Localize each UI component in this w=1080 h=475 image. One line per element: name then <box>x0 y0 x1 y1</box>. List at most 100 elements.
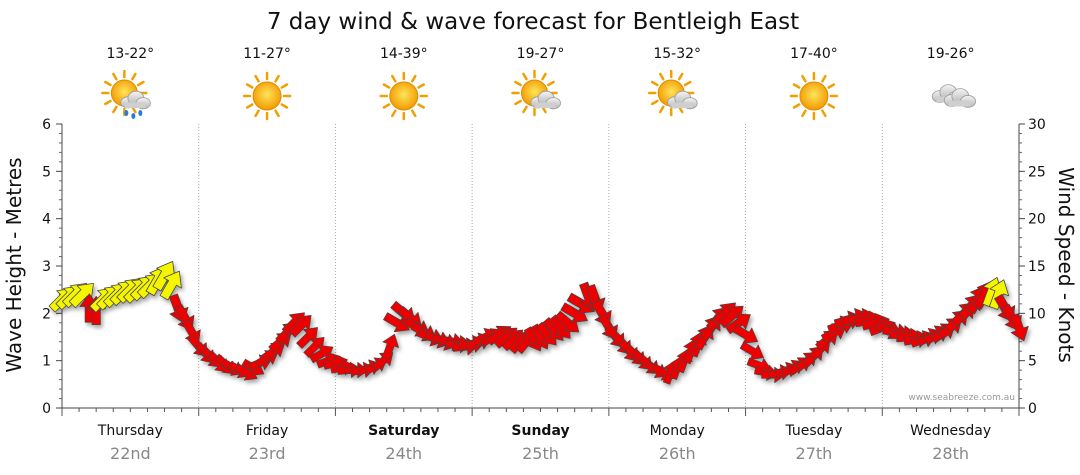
sun-ray <box>104 99 112 106</box>
sun-ray <box>827 83 836 89</box>
cloud-shape <box>667 90 698 110</box>
sun-ray <box>280 103 289 109</box>
sun-ray <box>792 103 801 109</box>
sun-ray <box>280 83 289 89</box>
sun-ray <box>514 99 522 106</box>
sun-icon <box>789 71 839 121</box>
right-axis: 0 5 10 15 20 25 30 <box>1018 117 1046 417</box>
sun-rays <box>379 71 429 121</box>
cloud-base <box>534 102 556 108</box>
day-name: Sunday <box>511 423 569 439</box>
cloud-base <box>124 102 146 108</box>
day-date: 27th <box>796 444 833 463</box>
day-date: 28th <box>932 444 969 463</box>
left-tick-label: 0 <box>42 401 51 417</box>
wind-arrow-shape <box>725 313 751 335</box>
day-name: Monday <box>650 423 705 439</box>
day-temperature: 15-32° <box>653 46 701 62</box>
day-name: Thursday <box>97 423 163 439</box>
sun-ray <box>391 109 397 118</box>
sun-ray <box>254 74 260 83</box>
sun-ray <box>131 72 137 81</box>
rain-drop <box>138 110 143 116</box>
sun-ray <box>821 74 827 83</box>
cloud-shape <box>530 90 561 110</box>
left-tick-label: 5 <box>42 164 51 180</box>
day-temperature: 14-39° <box>380 46 428 62</box>
sun-ray <box>547 80 555 87</box>
sun-ray <box>274 109 280 118</box>
wind-arrow-shape <box>159 270 182 301</box>
sun-ray <box>104 80 112 87</box>
sun-icon <box>242 71 292 121</box>
day-temperature: 19-27° <box>517 46 565 62</box>
sun-ray <box>417 83 425 89</box>
wind-arrow-shape <box>989 279 1010 310</box>
chart-title: 7 day wind & wave forecast for Bentleigh… <box>267 9 799 35</box>
sun-ray <box>382 83 391 89</box>
sun-rays <box>789 71 839 121</box>
day-date: 22nd <box>110 444 151 463</box>
day-name: Tuesday <box>784 423 842 439</box>
wind-arrows-series <box>48 260 1029 385</box>
day-temperature: 13-22° <box>107 46 155 62</box>
sun-ray <box>382 103 391 109</box>
day-name: Saturday <box>368 423 439 439</box>
sun-rays <box>242 71 292 121</box>
sun-ray <box>541 72 547 81</box>
sun-icon <box>379 71 429 121</box>
sun-cloud-icon <box>511 69 561 117</box>
cloud-icon <box>931 84 977 108</box>
cloud-base <box>671 102 693 108</box>
day-temperature: 11-27° <box>243 46 291 62</box>
sun-ray <box>522 105 528 114</box>
sun-ray <box>650 80 659 87</box>
sun-ray <box>792 83 801 89</box>
right-tick-label: 10 <box>1028 306 1046 322</box>
wind-arrow <box>382 333 399 360</box>
wind-arrow-shape <box>382 333 399 360</box>
sun-ray <box>677 72 684 81</box>
sun-ray <box>112 105 118 114</box>
sun-ray <box>650 99 659 106</box>
right-tick-label: 25 <box>1028 164 1046 180</box>
wind-arrow <box>989 279 1010 310</box>
left-axis: 0 1 2 3 4 5 6 <box>42 117 63 417</box>
wind-arrow <box>1010 313 1029 342</box>
sun-disc <box>799 81 829 111</box>
wind-arrow <box>159 270 182 301</box>
sun-ray <box>245 83 254 89</box>
sun-ray <box>254 109 260 118</box>
day-name: Friday <box>246 423 288 439</box>
sun-ray <box>801 109 807 118</box>
sun-ray <box>658 105 665 114</box>
right-tick-label: 5 <box>1028 354 1037 370</box>
day-date: 25th <box>522 444 559 463</box>
sun-ray <box>522 72 528 81</box>
cloud-shape <box>120 90 151 110</box>
sun-ray <box>821 109 827 118</box>
sun-ray <box>391 74 397 83</box>
sun-ray <box>683 80 692 87</box>
day-name: Wednesday <box>910 423 991 439</box>
sun-cloud-icon <box>647 69 698 117</box>
right-tick-label: 0 <box>1028 401 1037 417</box>
right-tick-label: 15 <box>1028 259 1046 275</box>
sun-cloud-rain-icon <box>101 69 151 119</box>
cloud-shape <box>943 88 977 108</box>
wind-arrow <box>725 313 751 335</box>
sun-ray <box>411 109 417 118</box>
sun-ray <box>274 74 280 83</box>
sun-ray <box>411 74 417 83</box>
sun-disc <box>252 81 282 111</box>
sun-ray <box>245 103 254 109</box>
rain-drop <box>131 113 136 119</box>
wind-arrow-shape <box>1010 313 1029 342</box>
right-tick-label: 20 <box>1028 212 1046 228</box>
sun-ray <box>112 72 118 81</box>
sun-ray <box>827 103 836 109</box>
day-temperature: 19-26° <box>927 46 975 62</box>
rain-drop <box>124 110 129 116</box>
left-tick-label: 6 <box>42 117 51 133</box>
